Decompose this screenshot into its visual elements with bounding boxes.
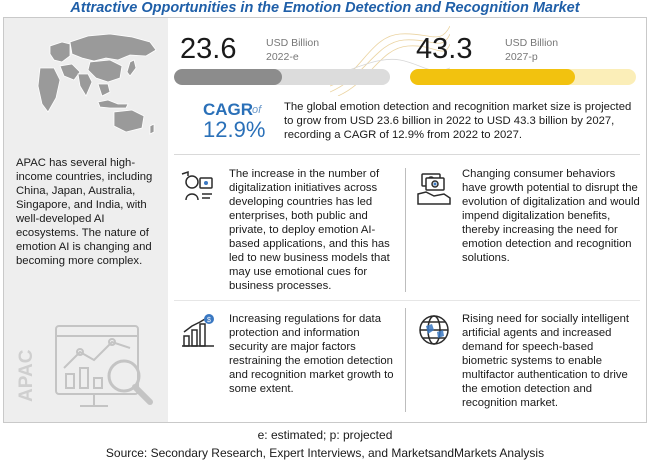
footer-source: Source: Secondary Research, Expert Inter… <box>105 446 545 460</box>
digitalization-icon <box>181 170 213 201</box>
progress-fill-2027 <box>410 69 575 85</box>
market-year-2027: 2027-p <box>505 51 538 63</box>
regulation-growth-icon: $ <box>182 314 214 347</box>
apac-description: APAC has several high-income countries, … <box>16 157 153 267</box>
market-value-2022: 23.6 <box>180 33 237 65</box>
section-divider <box>174 154 640 155</box>
market-unit-2022: USD Billion <box>266 37 320 49</box>
world-map-icon <box>37 33 157 135</box>
point-regulations: Increasing regulations for data protecti… <box>229 313 394 395</box>
point-digitalization: The increase in the number of digitaliza… <box>229 168 390 292</box>
cagr-value: 12.9% <box>203 117 266 142</box>
footer-legend: e: estimated; p: projected <box>257 428 393 442</box>
apac-vertical-label: APAC <box>16 349 37 402</box>
market-unit-2027: USD Billion <box>505 37 559 49</box>
svg-text:$: $ <box>207 317 211 324</box>
consumer-money-icon <box>417 173 451 205</box>
column-divider-top <box>405 168 406 292</box>
page-title: Attractive Opportunities in the Emotion … <box>70 0 580 16</box>
progress-bar-2027 <box>410 69 636 85</box>
column-divider-bottom <box>405 308 406 412</box>
cagr-of: of <box>252 104 262 116</box>
progress-fill-2022 <box>174 69 282 85</box>
globe-speech-icon <box>419 315 449 345</box>
svg-text:APAC: APAC <box>16 349 37 402</box>
progress-bar-2022 <box>174 69 390 85</box>
market-year-2022: 2022-e <box>266 51 299 63</box>
infographic-frame <box>3 17 647 423</box>
market-value-2027: 43.3 <box>416 33 473 65</box>
cagr-description: The global emotion detection and recogni… <box>284 101 632 141</box>
point-social-agents: Rising need for socially intelligent art… <box>462 313 630 409</box>
cagr-label: CAGR <box>203 100 254 119</box>
point-consumer-behavior: Changing consumer behaviors have growth … <box>462 168 640 264</box>
row-divider <box>174 300 640 301</box>
left-panel: APAC has several high-income countries, … <box>4 18 168 422</box>
analytics-chart-icon <box>55 325 153 407</box>
